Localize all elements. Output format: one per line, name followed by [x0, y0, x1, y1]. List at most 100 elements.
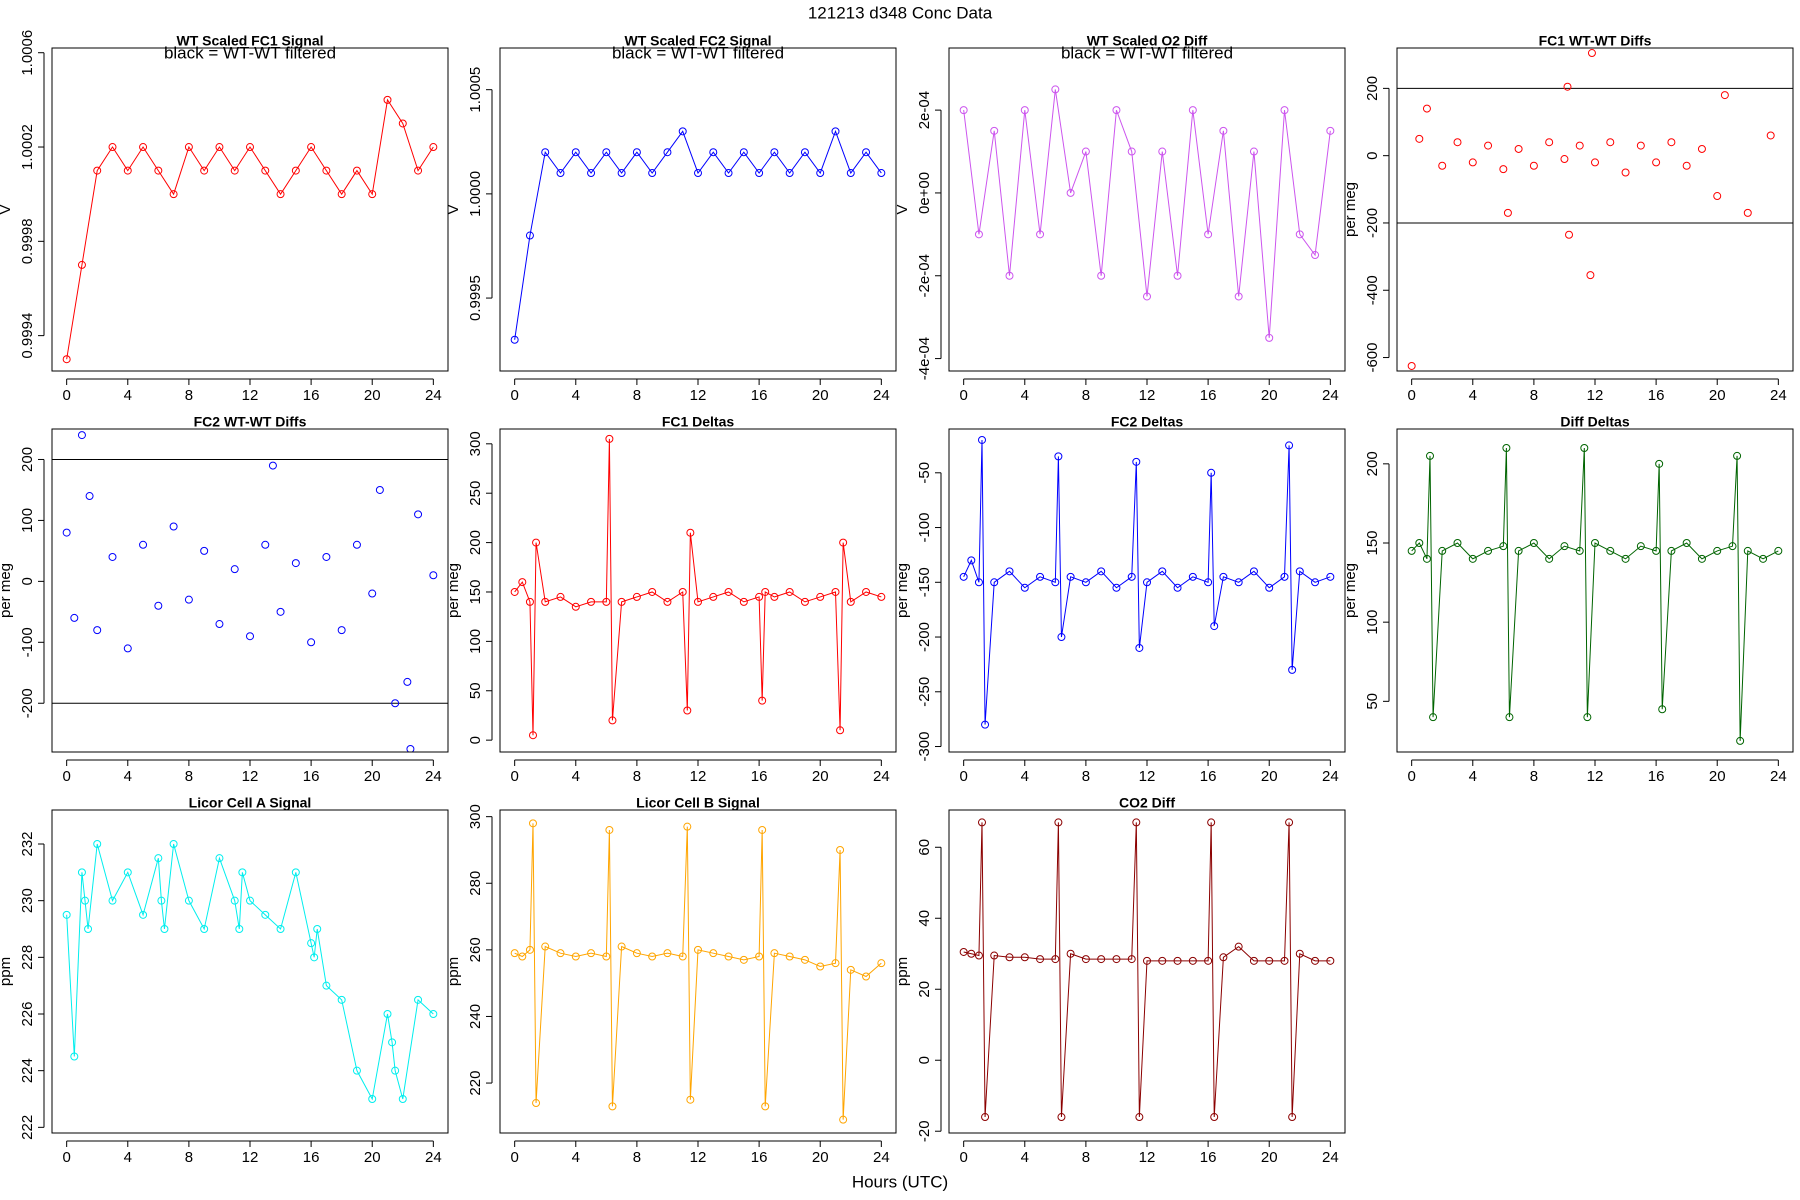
panel-title: Licor Cell A Signal [189, 795, 312, 811]
data-point [1505, 713, 1514, 722]
x-tick-label: 20 [364, 768, 381, 785]
x-tick-label: 24 [425, 768, 442, 785]
data-point [694, 945, 702, 954]
y-axis-label: per meg [445, 563, 462, 618]
data-line [1411, 447, 1779, 741]
data-point [990, 126, 999, 135]
data-point [1652, 158, 1661, 167]
x-tick-label: 4 [1021, 768, 1029, 785]
data-point [724, 952, 733, 961]
data-point [1503, 208, 1512, 217]
data-point [261, 540, 270, 549]
panel-title: Licor Cell B Signal [636, 795, 760, 811]
data-point [510, 587, 519, 596]
x-tick-label: 8 [633, 387, 641, 404]
x-tick-label: 12 [242, 1149, 259, 1166]
data-point [556, 949, 565, 958]
data-point [785, 587, 794, 596]
data-point [959, 572, 968, 581]
data-point [1288, 1113, 1297, 1122]
data-point [1265, 583, 1274, 592]
data-point [800, 597, 809, 606]
data-point [200, 166, 209, 175]
data-point [1720, 91, 1729, 100]
plot-area [62, 95, 438, 364]
y-tick-label: -20 [916, 1120, 933, 1142]
data-point [235, 925, 244, 933]
x-tick-label: 4 [572, 387, 580, 404]
data-point [709, 949, 718, 958]
x-tick-label: 8 [185, 387, 193, 404]
y-axis-label: V [445, 204, 462, 214]
y-tick-label: -400 [1364, 275, 1381, 305]
data-point [617, 169, 626, 178]
data-point [108, 896, 117, 905]
data-point [93, 840, 102, 848]
y-tick-label: 50 [467, 682, 484, 699]
figure-title: 121213 d348 Conc Data [808, 3, 993, 22]
y-tick-label: -300 [916, 732, 933, 762]
data-point [414, 995, 423, 1004]
data-point [839, 1115, 848, 1124]
data-point [1759, 554, 1768, 563]
x-tick-label: 24 [873, 768, 890, 785]
data-point [337, 190, 346, 199]
data-point [169, 522, 178, 531]
x-tick-label: 0 [1407, 387, 1415, 404]
data-point [1621, 168, 1630, 177]
data-point [981, 1113, 990, 1122]
data-point [990, 951, 999, 960]
panel-subtitle: black = WT-WT filtered [1061, 43, 1233, 62]
data-point [93, 626, 102, 635]
y-tick-label: 232 [19, 831, 36, 856]
panel-title: CO2 Diff [1119, 795, 1175, 811]
plot-area [510, 127, 886, 344]
data-point [846, 169, 855, 178]
data-point [1173, 271, 1182, 280]
plot-area [62, 840, 438, 1103]
data-point [1265, 333, 1274, 342]
data-point [816, 169, 825, 178]
panel: CO2 Diff ppm 0 4 8 12 16 20 24 -20 0 20 40 60 [894, 795, 1346, 1166]
y-tick-label: 0 [467, 736, 484, 744]
panel-title: FC1 WT-WT Diffs [1539, 33, 1652, 49]
data-point [429, 571, 438, 580]
data-point [1667, 138, 1676, 147]
y-axis-label: per meg [0, 563, 14, 618]
data-point [959, 106, 968, 115]
data-point [877, 592, 886, 601]
y-tick-label: 226 [19, 1001, 36, 1026]
x-tick-label: 20 [1261, 768, 1278, 785]
data-point [1560, 155, 1569, 164]
y-tick-label: 300 [467, 804, 484, 829]
data-point [398, 119, 407, 128]
x-tick-label: 12 [1139, 768, 1156, 785]
panel: FC2 WT-WT Diffs per meg 0 4 8 12 16 20 24 -200 -10… [0, 414, 449, 785]
plot-frame [51, 47, 449, 372]
panel-title: FC2 WT-WT Diffs [194, 414, 307, 430]
data-point [1005, 953, 1014, 962]
plot-area [1407, 444, 1783, 745]
plot-area [959, 435, 1335, 729]
data-point [391, 1066, 400, 1075]
data-point [571, 148, 580, 157]
data-point [337, 626, 346, 635]
y-tick-label: 2e-04 [916, 91, 933, 129]
data-point [1020, 583, 1029, 592]
data-point [816, 592, 825, 601]
data-point [77, 868, 86, 877]
data-point [974, 230, 983, 239]
data-point [724, 169, 733, 178]
data-point [846, 965, 855, 974]
data-point [739, 955, 748, 964]
data-point [1295, 949, 1304, 958]
plot-area [959, 818, 1335, 1122]
data-point [62, 355, 71, 364]
y-tick-label: 1.0000 [467, 171, 484, 217]
data-line [963, 439, 1331, 725]
data-point [1326, 572, 1335, 581]
data-point [1066, 949, 1075, 958]
data-point [1591, 158, 1599, 167]
x-tick-label: 24 [1322, 387, 1339, 404]
data-point [291, 559, 300, 568]
